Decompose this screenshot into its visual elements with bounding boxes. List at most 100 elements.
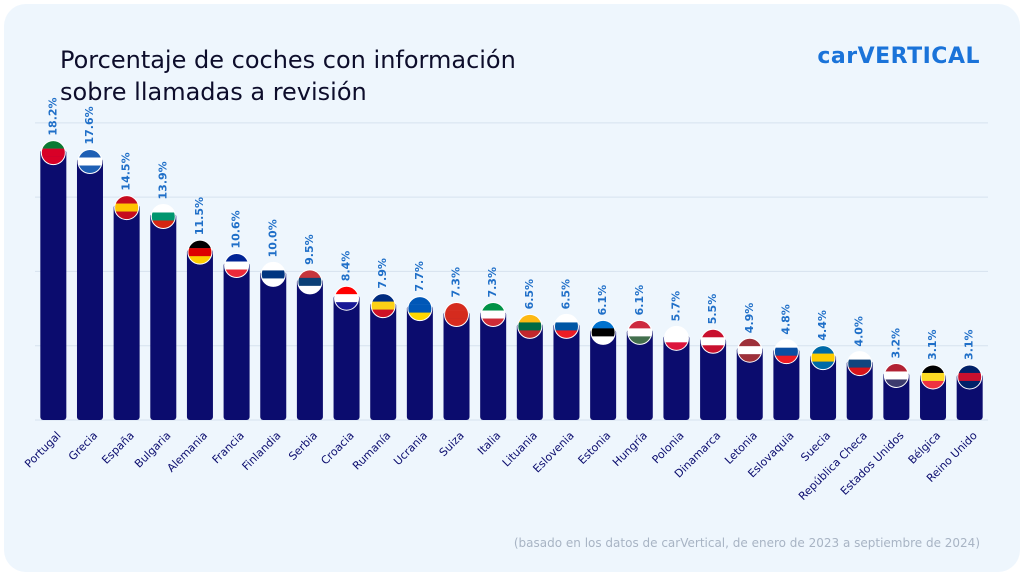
flag-stripe xyxy=(701,345,726,354)
flag-stripe xyxy=(701,329,726,338)
value-label: 9.5% xyxy=(303,234,316,265)
x-tick-label: Italia xyxy=(475,429,503,457)
flag-border xyxy=(553,313,579,339)
flag-stripe xyxy=(774,347,799,356)
bar xyxy=(76,158,103,420)
flag-stripe xyxy=(224,261,249,270)
flag-stripe xyxy=(737,354,762,363)
value-label: 10.0% xyxy=(266,219,279,257)
value-label: 18.2% xyxy=(46,97,59,135)
flag-border xyxy=(810,345,836,371)
flag-stripe xyxy=(481,318,506,327)
flag-stripe xyxy=(884,371,909,380)
x-tick-label: Polonia xyxy=(650,429,687,466)
bar xyxy=(113,204,140,420)
x-tick-label: Finlandia xyxy=(240,429,284,473)
value-label: 6.5% xyxy=(523,279,536,310)
flag-stripe xyxy=(224,269,249,278)
bar xyxy=(736,347,763,420)
flag-stripe xyxy=(884,363,909,372)
flag-stripe xyxy=(664,326,689,335)
flag-stripe xyxy=(261,262,286,271)
flag xyxy=(553,313,579,339)
flag-border xyxy=(883,362,909,388)
flag-stripe xyxy=(481,302,506,311)
flag-stripe xyxy=(261,278,286,287)
flag-border xyxy=(334,285,360,311)
value-label: 17.6% xyxy=(83,106,96,144)
flag-stripe xyxy=(481,310,506,319)
flag-stripe xyxy=(41,148,66,157)
value-label: 4.9% xyxy=(743,303,756,334)
flag-stripe xyxy=(444,310,469,319)
bar xyxy=(553,323,580,420)
value-label: 7.3% xyxy=(450,267,463,298)
brand-logo: carVERTICAL xyxy=(817,44,980,69)
x-tick-label: Alemania xyxy=(165,429,211,475)
flag-border xyxy=(407,296,433,322)
flag-border xyxy=(114,195,140,221)
value-label: 8.4% xyxy=(340,251,353,282)
flag-border xyxy=(847,351,873,377)
flag xyxy=(370,293,396,319)
flag-stripe xyxy=(77,165,102,174)
flag xyxy=(883,362,909,388)
bar xyxy=(333,295,360,420)
flag-stripe xyxy=(444,302,469,311)
flag-stripe xyxy=(151,220,176,229)
flag xyxy=(297,269,323,295)
flag-stripe xyxy=(224,253,249,262)
bar xyxy=(370,302,397,420)
flag-stripe xyxy=(334,302,359,311)
flag-border xyxy=(957,364,983,390)
bar xyxy=(40,149,67,420)
flag-stripe xyxy=(407,312,432,321)
flag-border xyxy=(737,337,763,363)
flag-border xyxy=(920,364,946,390)
flag-stripe xyxy=(77,157,102,166)
flag-stripe xyxy=(407,296,432,305)
flag-stripe xyxy=(737,338,762,347)
bar xyxy=(150,213,177,420)
flag xyxy=(407,296,433,322)
bar xyxy=(810,354,837,420)
flag-stripe xyxy=(554,330,579,339)
flag-stripe xyxy=(701,337,726,346)
value-label: 13.9% xyxy=(156,161,169,199)
flag-border xyxy=(627,319,653,345)
value-label: 6.1% xyxy=(596,285,609,316)
flag-stripe xyxy=(664,334,689,343)
flag-border xyxy=(590,319,616,345)
flag xyxy=(224,253,250,279)
value-label: 5.7% xyxy=(669,291,682,322)
flag-border xyxy=(663,325,689,351)
flag-stripe xyxy=(371,301,396,310)
bar xyxy=(663,335,690,420)
flag-border xyxy=(297,269,323,295)
flag xyxy=(260,261,286,287)
flag-stripe xyxy=(627,328,652,337)
flag-stripe xyxy=(297,269,322,279)
flag-stripe xyxy=(517,322,542,331)
value-label: 6.5% xyxy=(559,279,572,310)
flag-border xyxy=(444,302,470,328)
flag-border xyxy=(517,313,543,339)
value-label: 6.1% xyxy=(633,285,646,316)
flag-border xyxy=(260,261,286,287)
x-tick-label: Suecia xyxy=(798,429,833,464)
flag-border xyxy=(40,140,66,166)
flag xyxy=(737,337,763,363)
flag-stripe xyxy=(554,322,579,331)
value-label: 7.7% xyxy=(413,261,426,292)
flag-stripe xyxy=(884,379,909,388)
flag-stripe xyxy=(664,342,689,351)
bar xyxy=(700,338,727,420)
flag-border xyxy=(773,339,799,365)
bar xyxy=(296,278,323,420)
flag-stripe xyxy=(297,277,322,287)
flag xyxy=(810,345,836,371)
bar xyxy=(590,329,617,420)
flag xyxy=(663,325,689,351)
flag-stripe xyxy=(957,364,982,374)
x-tick-label: Francia xyxy=(210,429,247,466)
